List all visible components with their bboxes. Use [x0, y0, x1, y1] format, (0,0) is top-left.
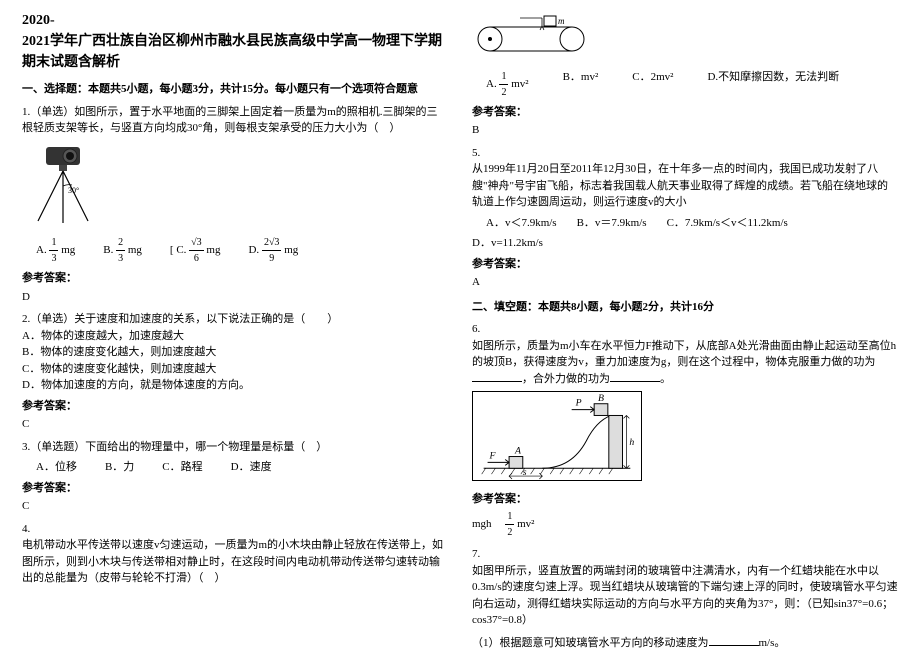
label-B: B — [598, 393, 604, 404]
q3-opt-d: D．速度 — [231, 459, 272, 476]
q3-stem: 3.（单选题）下面给出的物理量中，哪一个物理量是标量（ ） — [22, 439, 448, 456]
doc-title: 2020- 2021学年广西壮族自治区柳州市融水县民族高级中学高一物理下学期期末… — [22, 10, 448, 73]
conveyor-figure: m — [472, 14, 898, 65]
q2-ans: C — [22, 416, 448, 433]
q3-opt-a: A．位移 — [36, 459, 77, 476]
label-h: h — [629, 437, 634, 448]
question-4: 4. 电机带动水平传送带以速度v匀速运动，一质量为m的小木块由静止轻放在传送带上… — [22, 521, 448, 587]
q3-options: A．位移 B．力 C．路程 D．速度 — [36, 459, 448, 476]
question-5: 5. 从1999年11月20日至2011年12月30日，在十年多一点的时间内，我… — [472, 145, 898, 291]
q2-stem: 2.（单选）关于速度和加速度的关系，以下说法正确的是（ ） — [22, 311, 448, 328]
q7-sub1: （1）根据题意可知玻璃管水平方向的移动速度为m/s。 — [472, 635, 898, 651]
q2-opt-b: B．物体的速度变化越大，则加速度越大 — [22, 344, 448, 361]
q3-opt-b: B．力 — [105, 459, 134, 476]
q2-ans-label: 参考答案： — [22, 398, 448, 415]
q6-stem: 如图所示，质量为m小车在水平恒力F推动下，从底部A处光滑曲面由静止起运动至高位h… — [472, 338, 898, 388]
q1-opt-d: D. 2√39 mg — [248, 235, 298, 266]
q4-ans-label: 参考答案： — [472, 104, 898, 121]
q6-lead: 6. — [472, 321, 898, 338]
q1-opt-b: B. 23 mg — [103, 235, 142, 266]
question-2: 2.（单选）关于速度和加速度的关系，以下说法正确的是（ ） A．物体的速度越大，… — [22, 311, 448, 433]
label-P: P — [575, 398, 582, 409]
q4-opt-c: C．2mv² — [632, 69, 673, 100]
right-column: m A. 12 mv² B．mv² C．2mv² D.不知摩擦因数，无法判断 参… — [460, 10, 910, 641]
q4-opt-b: B．mv² — [563, 69, 599, 100]
q1-opt-a: A. 13 mg — [36, 235, 75, 266]
q4-options: A. 12 mv² B．mv² C．2mv² D.不知摩擦因数，无法判断 — [486, 69, 898, 100]
q5-stem: 从1999年11月20日至2011年12月30日，在十年多一点的时间内，我国已成… — [472, 161, 898, 211]
q1-ans: D — [22, 289, 448, 306]
tripod-figure: 30° — [22, 141, 448, 232]
title-text: 2021学年广西壮族自治区柳州市融水县民族高级中学高一物理下学期期末试题含解析 — [22, 34, 442, 70]
q4-lead: 4. — [22, 521, 448, 538]
q1-options: A. 13 mg B. 23 mg [ C. √36 mg D. 2√39 mg — [36, 235, 448, 266]
label-s: s — [523, 467, 527, 478]
q3-opt-c: C．路程 — [162, 459, 202, 476]
q2-opt-c: C．物体的速度变化越快，则加速度越大 — [22, 361, 448, 378]
section-2-head: 二、填空题：本题共8小题，每小题2分，共计16分 — [472, 299, 898, 316]
q5-opt-b: B．v＝7.9km/s — [577, 215, 647, 232]
blank-2 — [610, 371, 660, 382]
label-A: A — [514, 446, 521, 457]
svg-text:m: m — [558, 16, 565, 26]
q6-ans-label: 参考答案： — [472, 491, 898, 508]
angle-label: 30° — [68, 186, 79, 195]
q3-ans-label: 参考答案： — [22, 480, 448, 497]
q5-options-row1: A．v＜7.9km/s B．v＝7.9km/s C．7.9km/s＜v＜11.2… — [486, 215, 898, 232]
q4-opt-a: A. 12 mv² — [486, 69, 529, 100]
label-F: F — [489, 450, 497, 461]
left-column: 2020- 2021学年广西壮族自治区柳州市融水县民族高级中学高一物理下学期期末… — [10, 10, 460, 641]
q7-lead: 7. — [472, 546, 898, 563]
incline-figure: F A P B h s — [472, 391, 898, 487]
question-7: 7. 如图甲所示，竖直放置的两端封闭的玻璃管中注满清水，内有一个红蜡块能在水中以… — [472, 546, 898, 651]
q4-stem: 电机带动水平传送带以速度v匀速运动，一质量为m的小木块由静止轻放在传送带上，如图… — [22, 537, 448, 587]
q1-stem: 1.（单选）如图所示，置于水平地面的三脚架上固定着一质量为m的照相机.三脚架的三… — [22, 104, 448, 137]
q4-ans: B — [472, 122, 898, 139]
blank-3 — [709, 635, 759, 646]
q1-opt-c: [ C. √36 mg — [170, 235, 221, 266]
q6-ans: mgh 12 mv² — [472, 509, 898, 540]
question-1: 1.（单选）如图所示，置于水平地面的三脚架上固定着一质量为m的照相机.三脚架的三… — [22, 104, 448, 306]
q5-ans: A — [472, 274, 898, 291]
section-1-head: 一、选择题：本题共5小题，每小题3分，共计15分。每小题只有一个选项符合题意 — [22, 81, 448, 98]
q5-opt-d: D．v=11.2km/s — [472, 235, 898, 252]
q2-opt-a: A．物体的速度越大，加速度越大 — [22, 328, 448, 345]
q2-opt-d: D．物体加速度的方向，就是物体速度的方向。 — [22, 377, 448, 394]
q1-ans-label: 参考答案： — [22, 270, 448, 287]
blank-1 — [472, 371, 522, 382]
question-6: 6. 如图所示，质量为m小车在水平恒力F推动下，从底部A处光滑曲面由静止起运动至… — [472, 321, 898, 540]
question-3: 3.（单选题）下面给出的物理量中，哪一个物理量是标量（ ） A．位移 B．力 C… — [22, 439, 448, 515]
q5-lead: 5. — [472, 145, 898, 162]
q5-opt-c: C．7.9km/s＜v＜11.2km/s — [667, 215, 788, 232]
year: 2020- — [22, 13, 55, 28]
q3-ans: C — [22, 498, 448, 515]
q7-stem: 如图甲所示，竖直放置的两端封闭的玻璃管中注满清水，内有一个红蜡块能在水中以0.3… — [472, 563, 898, 629]
q5-opt-a: A．v＜7.9km/s — [486, 215, 557, 232]
q5-ans-label: 参考答案： — [472, 256, 898, 273]
q4-opt-d: D.不知摩擦因数，无法判断 — [707, 69, 839, 100]
